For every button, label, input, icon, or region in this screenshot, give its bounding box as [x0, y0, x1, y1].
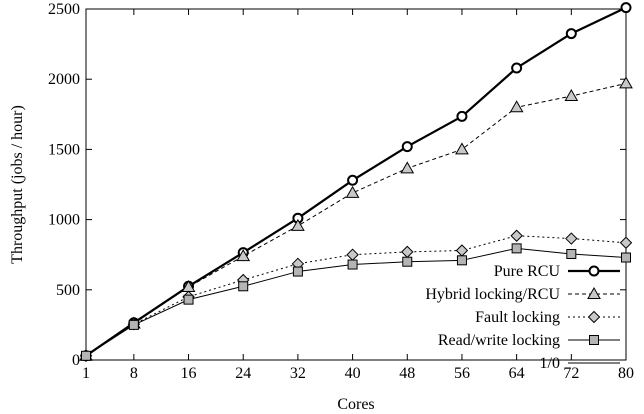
- data-point: [402, 256, 413, 267]
- series-pure-rcu: [80, 2, 632, 362]
- data-point: [347, 174, 359, 186]
- data-point: [510, 229, 523, 242]
- y-tick-label: 500: [56, 282, 80, 299]
- data-point: [345, 185, 360, 198]
- data-point: [455, 142, 469, 155]
- legend-label: Pure RCU: [494, 263, 561, 280]
- legend: Pure RCU Hybrid locking/RCU Fault locking R…: [425, 263, 620, 372]
- axes: 1 8 16 24 32 40 48 56 64 72 80 0 500 1000 1500 2000 2500: [48, 1, 634, 382]
- data-point: [511, 243, 522, 254]
- data-point: [511, 62, 523, 74]
- data-point: [128, 319, 139, 330]
- legend-entry-1-0: 1/0: [540, 355, 620, 372]
- y-tick-label: 1500: [48, 141, 80, 158]
- legend-entry-hybrid-locking-rcu: Hybrid locking/RCU: [425, 286, 620, 303]
- x-tick-label: 40: [345, 365, 361, 382]
- legend-label: Fault locking: [475, 309, 560, 326]
- data-point: [292, 266, 303, 277]
- legend-entry-pure-rcu: Pure RCU: [494, 263, 620, 280]
- data-point: [347, 259, 358, 270]
- legend-label: 1/0: [540, 355, 560, 372]
- data-point: [401, 245, 414, 259]
- data-point: [401, 141, 413, 153]
- data-point: [566, 248, 577, 259]
- series-read-write-locking: [81, 243, 631, 361]
- x-tick-label: 32: [290, 365, 306, 382]
- legend-marker: [588, 265, 600, 277]
- x-tick-label: 24: [235, 365, 251, 382]
- data-point: [238, 281, 249, 292]
- data-point: [620, 2, 632, 14]
- data-point: [509, 100, 524, 113]
- data-point: [400, 161, 415, 174]
- data-point: [565, 232, 578, 245]
- x-tick-label: 72: [563, 365, 579, 382]
- series-line: [85, 82, 627, 357]
- legend-entry-read-write-locking: Read/write locking: [438, 332, 620, 349]
- legend-marker: [589, 335, 599, 345]
- x-tick-label: 48: [399, 365, 415, 382]
- x-tick-label: 8: [130, 365, 138, 382]
- data-point: [236, 249, 251, 262]
- x-tick-label: 80: [618, 365, 634, 382]
- legend-label: Read/write locking: [438, 332, 560, 349]
- data-point: [346, 248, 359, 261]
- data-point: [456, 255, 467, 266]
- data-point: [81, 350, 91, 361]
- data-point: [455, 244, 469, 257]
- plot-frame: [85, 8, 627, 361]
- x-tick-label: 1: [82, 365, 90, 382]
- y-axis-title: Throughput (jobs / hour): [9, 105, 26, 264]
- y-tick-label: 2500: [48, 1, 80, 18]
- x-tick-label: 16: [181, 365, 197, 382]
- legend-label: Hybrid locking/RCU: [425, 286, 560, 303]
- data-point: [564, 89, 579, 102]
- data-point: [621, 252, 631, 263]
- legend-entry-fault-locking: Fault locking: [475, 309, 620, 326]
- x-tick-label: 64: [509, 365, 525, 382]
- y-tick-label: 1000: [48, 212, 80, 229]
- data-point: [456, 110, 468, 122]
- x-axis-title: Cores: [337, 396, 374, 413]
- legend-marker: [587, 310, 601, 324]
- series-group: [79, 2, 633, 362]
- y-tick-label: 0: [72, 352, 80, 369]
- data-point: [619, 236, 633, 249]
- data-point: [565, 28, 577, 40]
- data-point: [619, 76, 633, 89]
- y-tick-label: 2000: [48, 71, 80, 88]
- plot-area: [85, 8, 627, 361]
- x-tick-label: 56: [454, 365, 470, 382]
- data-point: [291, 218, 305, 231]
- legend-marker: [587, 286, 601, 299]
- data-point: [183, 294, 194, 305]
